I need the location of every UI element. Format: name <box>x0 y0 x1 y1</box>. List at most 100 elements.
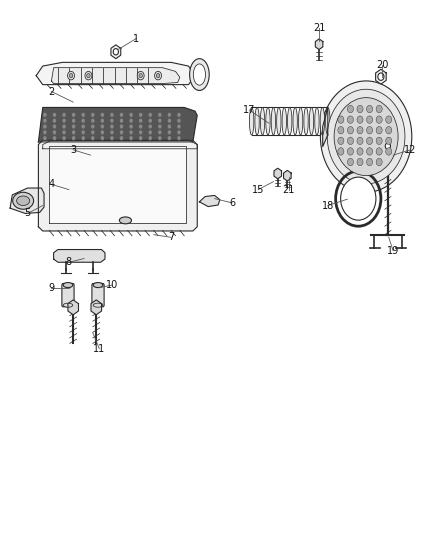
Polygon shape <box>36 62 195 85</box>
Circle shape <box>327 89 405 184</box>
Circle shape <box>110 130 114 134</box>
Text: 5: 5 <box>25 208 31 219</box>
Circle shape <box>367 137 373 144</box>
Circle shape <box>91 136 95 140</box>
Circle shape <box>43 118 47 123</box>
Circle shape <box>168 113 171 117</box>
Circle shape <box>321 81 412 192</box>
Circle shape <box>367 106 373 113</box>
Circle shape <box>357 116 363 123</box>
Circle shape <box>91 113 95 117</box>
Ellipse shape <box>282 108 286 135</box>
Circle shape <box>376 116 382 123</box>
Circle shape <box>129 130 133 134</box>
Ellipse shape <box>93 303 103 307</box>
Text: 6: 6 <box>229 198 235 208</box>
Text: 21: 21 <box>313 23 325 33</box>
Polygon shape <box>111 45 121 59</box>
Circle shape <box>338 126 344 134</box>
Circle shape <box>53 124 56 128</box>
Ellipse shape <box>315 108 319 135</box>
Circle shape <box>386 116 392 123</box>
Circle shape <box>81 113 85 117</box>
Circle shape <box>110 113 114 117</box>
Circle shape <box>158 118 162 123</box>
Circle shape <box>385 143 391 149</box>
Polygon shape <box>39 140 197 231</box>
Ellipse shape <box>17 196 30 206</box>
Circle shape <box>139 136 142 140</box>
Polygon shape <box>376 69 386 84</box>
Circle shape <box>101 113 104 117</box>
Circle shape <box>338 116 344 123</box>
Circle shape <box>53 113 56 117</box>
Circle shape <box>386 148 392 155</box>
Ellipse shape <box>63 282 73 288</box>
Ellipse shape <box>298 108 303 135</box>
Circle shape <box>120 118 123 123</box>
Circle shape <box>347 106 353 113</box>
Circle shape <box>168 130 171 134</box>
Circle shape <box>347 158 353 166</box>
Circle shape <box>120 130 123 134</box>
Ellipse shape <box>260 108 265 135</box>
Circle shape <box>347 148 353 155</box>
Circle shape <box>367 116 373 123</box>
Polygon shape <box>10 188 44 214</box>
Circle shape <box>158 113 162 117</box>
Circle shape <box>69 74 73 78</box>
Ellipse shape <box>325 108 330 135</box>
Circle shape <box>43 130 47 134</box>
Circle shape <box>53 136 56 140</box>
Ellipse shape <box>309 108 314 135</box>
Circle shape <box>81 118 85 123</box>
Circle shape <box>376 158 382 166</box>
Circle shape <box>137 71 144 80</box>
Ellipse shape <box>193 64 205 85</box>
Circle shape <box>158 124 162 128</box>
Circle shape <box>148 124 152 128</box>
Polygon shape <box>39 108 197 142</box>
Circle shape <box>43 113 47 117</box>
Circle shape <box>53 118 56 123</box>
Circle shape <box>110 136 114 140</box>
Circle shape <box>334 98 398 175</box>
Circle shape <box>101 136 104 140</box>
Circle shape <box>72 130 75 134</box>
Circle shape <box>177 118 181 123</box>
Circle shape <box>148 118 152 123</box>
Circle shape <box>101 124 104 128</box>
Text: 21: 21 <box>283 184 295 195</box>
Polygon shape <box>283 171 291 181</box>
Text: 18: 18 <box>321 200 334 211</box>
Text: 10: 10 <box>106 280 119 290</box>
Circle shape <box>72 136 75 140</box>
Circle shape <box>62 136 66 140</box>
Circle shape <box>177 136 181 140</box>
Ellipse shape <box>13 192 34 209</box>
Text: 4: 4 <box>48 179 54 189</box>
Text: 7: 7 <box>168 232 174 243</box>
Ellipse shape <box>255 108 259 135</box>
Circle shape <box>367 126 373 134</box>
Circle shape <box>85 71 92 80</box>
Ellipse shape <box>250 108 254 135</box>
Circle shape <box>91 130 95 134</box>
Circle shape <box>357 137 363 144</box>
Circle shape <box>53 130 56 134</box>
Circle shape <box>347 137 353 144</box>
Circle shape <box>367 158 373 166</box>
Circle shape <box>158 130 162 134</box>
Text: 11: 11 <box>93 344 106 354</box>
Circle shape <box>87 74 90 78</box>
Circle shape <box>81 136 85 140</box>
Text: 15: 15 <box>252 184 265 195</box>
Ellipse shape <box>266 108 270 135</box>
Text: 19: 19 <box>387 246 399 256</box>
Ellipse shape <box>277 108 281 135</box>
Circle shape <box>148 113 152 117</box>
Circle shape <box>347 126 353 134</box>
Circle shape <box>357 148 363 155</box>
Polygon shape <box>323 108 328 147</box>
Ellipse shape <box>63 303 73 307</box>
